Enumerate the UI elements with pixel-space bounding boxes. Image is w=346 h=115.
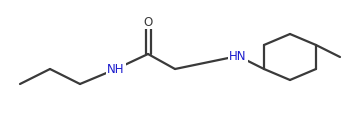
Text: O: O — [143, 15, 153, 28]
Text: HN: HN — [229, 50, 247, 63]
Text: NH: NH — [107, 63, 125, 76]
